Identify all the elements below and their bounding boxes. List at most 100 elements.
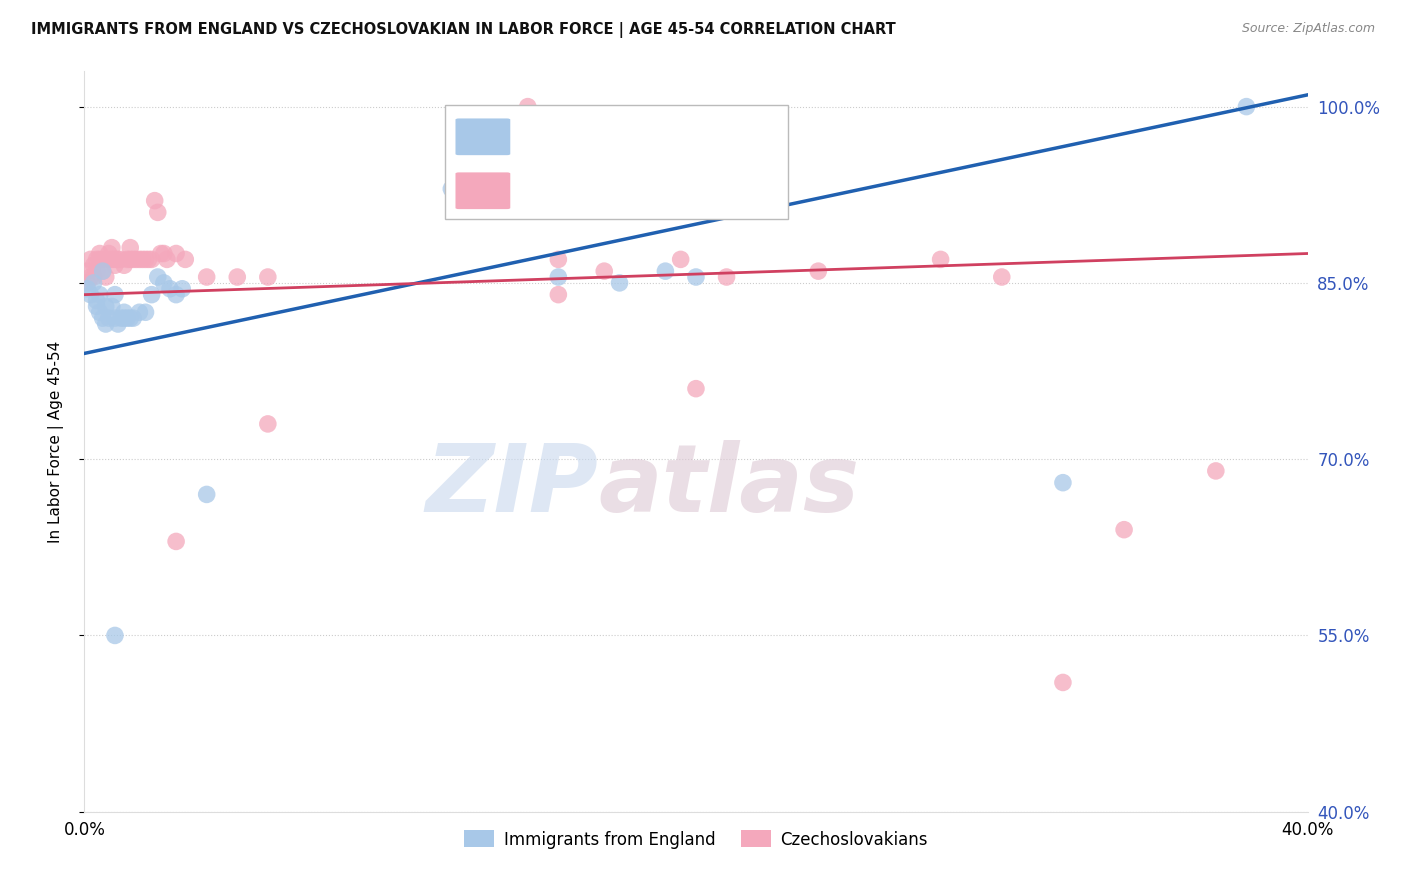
Point — [131, 252, 153, 267]
Point — [685, 270, 707, 285]
Point — [104, 252, 127, 267]
Point — [128, 252, 150, 267]
Point — [156, 252, 179, 267]
Point — [716, 270, 738, 285]
Point — [107, 252, 129, 267]
Point — [120, 241, 142, 255]
Point — [79, 270, 101, 285]
Text: Source: ZipAtlas.com: Source: ZipAtlas.com — [1241, 22, 1375, 36]
Point — [547, 287, 569, 301]
Point — [1114, 523, 1136, 537]
Point — [94, 299, 117, 313]
Point — [807, 264, 830, 278]
Point — [94, 270, 117, 285]
Point — [1236, 100, 1258, 114]
Point — [128, 305, 150, 319]
Point — [1205, 464, 1227, 478]
Point — [79, 252, 101, 267]
Point — [83, 276, 105, 290]
Point — [94, 252, 117, 267]
Text: ZIP: ZIP — [425, 440, 598, 532]
Point — [172, 282, 194, 296]
Point — [76, 282, 98, 296]
Point — [91, 264, 114, 278]
Point — [547, 270, 569, 285]
Point — [79, 287, 101, 301]
Point — [195, 270, 218, 285]
Point — [516, 100, 538, 114]
Point — [135, 305, 157, 319]
Point — [101, 241, 124, 255]
Point — [195, 487, 218, 501]
Point — [104, 628, 127, 642]
Point — [101, 252, 124, 267]
Point — [165, 246, 187, 260]
Point — [86, 252, 108, 267]
Point — [86, 293, 108, 308]
Point — [991, 270, 1014, 285]
Point — [115, 311, 138, 326]
Point — [91, 311, 114, 326]
Point — [149, 246, 172, 260]
Point — [83, 258, 105, 272]
Point — [122, 311, 145, 326]
Point — [76, 264, 98, 278]
Point — [104, 258, 127, 272]
Point — [547, 252, 569, 267]
Point — [83, 270, 105, 285]
Point — [654, 264, 676, 278]
Point — [110, 311, 132, 326]
Point — [1052, 675, 1074, 690]
Point — [91, 252, 114, 267]
Point — [153, 246, 176, 260]
Point — [104, 287, 127, 301]
Text: atlas: atlas — [598, 440, 859, 532]
Point — [120, 311, 142, 326]
Point — [143, 194, 166, 208]
Point — [440, 182, 463, 196]
Point — [165, 534, 187, 549]
Text: IMMIGRANTS FROM ENGLAND VS CZECHOSLOVAKIAN IN LABOR FORCE | AGE 45-54 CORRELATIO: IMMIGRANTS FROM ENGLAND VS CZECHOSLOVAKI… — [31, 22, 896, 38]
Point — [86, 299, 108, 313]
Point — [89, 252, 111, 267]
Point — [146, 270, 169, 285]
Point — [86, 264, 108, 278]
Point — [593, 264, 616, 278]
Point — [669, 252, 692, 267]
Point — [1052, 475, 1074, 490]
Point — [101, 299, 124, 313]
Point — [89, 287, 111, 301]
Point — [104, 311, 127, 326]
Point — [91, 264, 114, 278]
Point — [94, 317, 117, 331]
Point — [153, 276, 176, 290]
Y-axis label: In Labor Force | Age 45-54: In Labor Force | Age 45-54 — [48, 341, 63, 542]
Point — [531, 112, 554, 126]
Point — [89, 305, 111, 319]
Point — [122, 252, 145, 267]
Point — [97, 252, 120, 267]
Point — [120, 252, 142, 267]
Point — [97, 246, 120, 260]
Point — [112, 305, 135, 319]
Point — [226, 270, 249, 285]
Point — [929, 252, 952, 267]
Point — [257, 270, 280, 285]
Point — [89, 246, 111, 260]
Point — [141, 287, 163, 301]
Point — [685, 382, 707, 396]
Legend: Immigrants from England, Czechoslovakians: Immigrants from England, Czechoslovakian… — [457, 823, 935, 855]
Point — [76, 276, 98, 290]
Point — [516, 146, 538, 161]
Point — [165, 287, 187, 301]
Point — [146, 205, 169, 219]
Point — [141, 252, 163, 267]
Point — [112, 258, 135, 272]
Point — [174, 252, 197, 267]
Point — [112, 311, 135, 326]
Point — [125, 252, 148, 267]
Point — [609, 276, 631, 290]
Point — [110, 252, 132, 267]
Point — [135, 252, 157, 267]
Point — [257, 417, 280, 431]
